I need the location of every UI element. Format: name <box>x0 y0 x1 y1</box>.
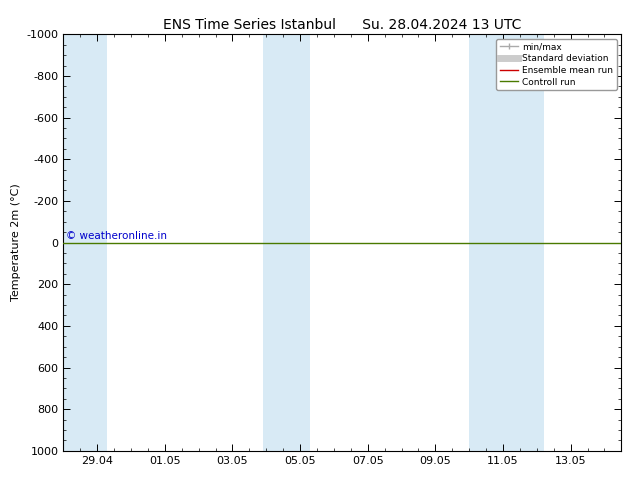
Title: ENS Time Series Istanbul      Su. 28.04.2024 13 UTC: ENS Time Series Istanbul Su. 28.04.2024 … <box>163 18 522 32</box>
Legend: min/max, Standard deviation, Ensemble mean run, Controll run: min/max, Standard deviation, Ensemble me… <box>496 39 617 90</box>
Bar <box>469 34 543 451</box>
Bar <box>263 34 310 451</box>
Y-axis label: Temperature 2m (°C): Temperature 2m (°C) <box>11 184 21 301</box>
Bar <box>63 34 107 451</box>
Text: © weatheronline.in: © weatheronline.in <box>66 231 167 241</box>
